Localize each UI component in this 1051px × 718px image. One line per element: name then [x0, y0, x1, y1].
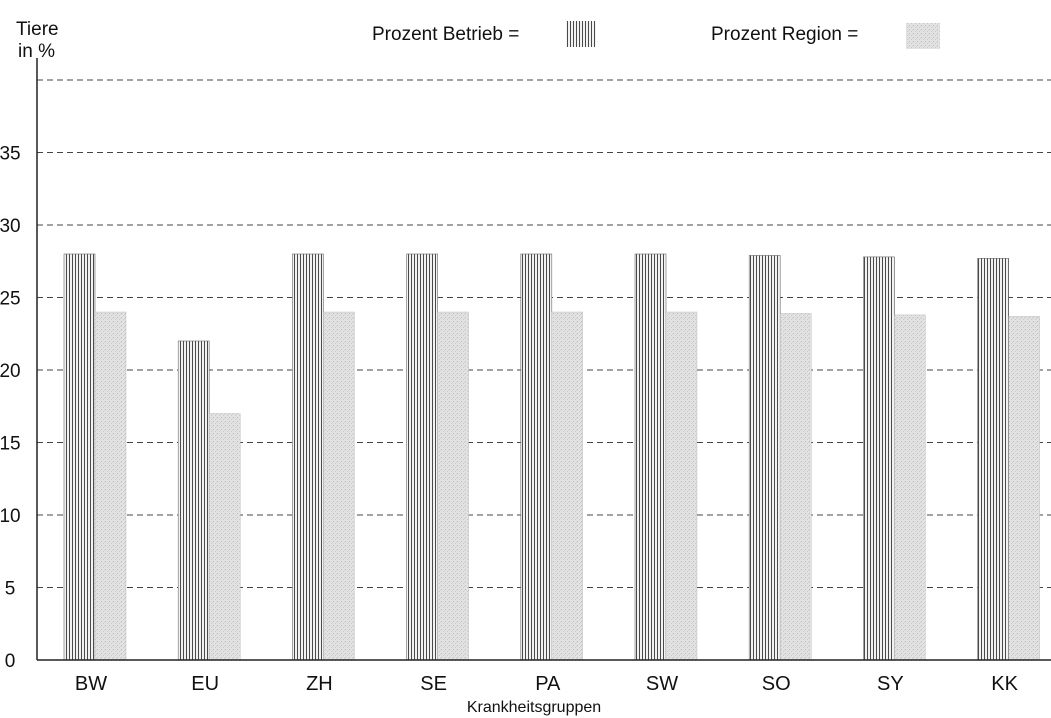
legend-label-region: Prozent Region =: [711, 24, 858, 45]
bar-region: [323, 311, 355, 661]
bar-betrieb: [177, 340, 210, 661]
x-tick-label: EU: [191, 673, 219, 695]
bar-betrieb: [406, 253, 438, 661]
legend: Prozent Betrieb = Prozent Region =: [372, 21, 940, 49]
x-tick-label: KK: [991, 673, 1018, 695]
x-tick-label: SE: [420, 673, 447, 695]
x-tick-labels: BW EU ZH SE PA SW SO SY KK: [75, 673, 1019, 695]
legend-swatch-betrieb: [566, 21, 596, 47]
bar-betrieb: [863, 256, 895, 661]
x-tick-label: SW: [646, 673, 678, 695]
y-tick-label: 20: [0, 361, 21, 382]
bar-region: [894, 314, 926, 661]
legend-swatch-region: [906, 23, 940, 49]
bar-region: [551, 311, 583, 661]
bar-region: [780, 313, 812, 661]
bar-region: [208, 413, 241, 661]
y-tick-label: 15: [0, 434, 21, 455]
bar-betrieb: [292, 253, 324, 661]
y-tick-labels: 0 5 10 15 20 25 30 35: [0, 144, 21, 673]
y-tick-label: 30: [0, 216, 21, 237]
x-tick-label: PA: [535, 673, 561, 695]
y-axis-label-line2: in %: [18, 41, 55, 62]
bar-betrieb: [520, 253, 553, 661]
bar-region: [94, 311, 127, 661]
y-tick-label: 35: [0, 144, 21, 165]
y-tick-label: 10: [0, 506, 21, 527]
bar-betrieb: [977, 258, 1009, 661]
bar-betrieb: [748, 255, 781, 661]
bar-betrieb: [63, 253, 96, 661]
x-tick-label: ZH: [306, 673, 333, 695]
bar-region: [665, 311, 698, 661]
x-tick-label: BW: [75, 673, 107, 695]
y-tick-label: 5: [5, 579, 16, 600]
y-tick-label: 25: [0, 289, 21, 310]
x-tick-label: SO: [762, 673, 791, 695]
bar-region: [1008, 316, 1040, 661]
y-tick-label: 0: [5, 651, 16, 672]
y-axis-label-line1: Tiere: [16, 19, 59, 40]
bar-betrieb: [634, 253, 667, 661]
bars: [63, 253, 1040, 661]
bar-region: [437, 311, 469, 661]
x-axis-label: Krankheitsgruppen: [467, 699, 601, 716]
x-tick-label: SY: [877, 673, 904, 695]
legend-label-betrieb: Prozent Betrieb =: [372, 24, 519, 45]
